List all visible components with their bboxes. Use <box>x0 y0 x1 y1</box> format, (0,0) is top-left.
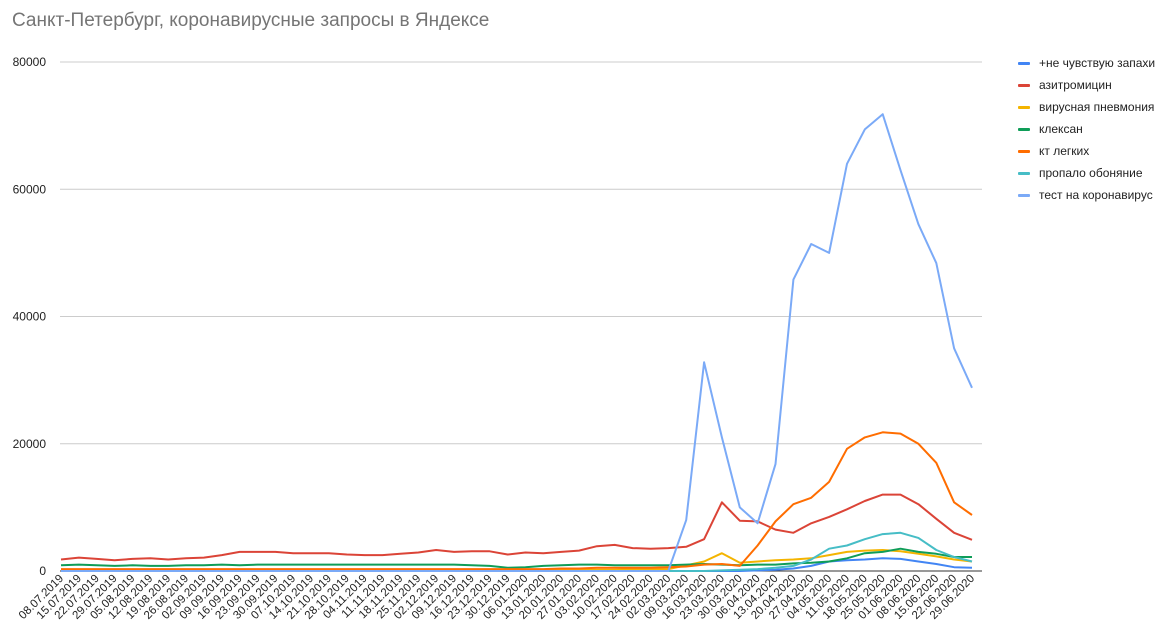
x-axis-ticks: 08.07.201915.07.201922.07.201929.07.2019… <box>17 573 977 622</box>
legend-item: вирусная пневмония <box>1018 96 1155 118</box>
legend-label: пропало обоняние <box>1039 166 1143 180</box>
series-line-4 <box>61 431 973 571</box>
legend-item: пропало обоняние <box>1018 162 1155 184</box>
legend-item: +не чувствую запахи <box>1018 52 1155 74</box>
y-tick-label: 60000 <box>13 182 47 196</box>
legend-label: азитромицин <box>1039 78 1112 92</box>
y-tick-label: 20000 <box>13 437 47 451</box>
grid-lines <box>60 61 982 572</box>
legend-item: тест на коронавирус <box>1018 184 1155 206</box>
series-lines <box>60 113 973 572</box>
legend-label: кт легких <box>1039 144 1090 158</box>
legend-label: тест на коронавирус <box>1039 188 1153 202</box>
legend-swatch <box>1018 83 1030 87</box>
legend-label: +не чувствую запахи <box>1039 56 1156 70</box>
legend: +не чувствую запахи азитромицин вирусная п… <box>1018 52 1155 206</box>
chart-title: Санкт-Петербург, коронавирусные запросы … <box>12 10 490 31</box>
series-line-3 <box>60 547 972 569</box>
legend-swatch <box>1018 193 1030 197</box>
series-line-6 <box>61 113 973 572</box>
y-tick-label: 80000 <box>13 55 47 69</box>
y-tick-label: 0 <box>39 564 46 578</box>
legend-swatch <box>1018 61 1030 65</box>
legend-swatch <box>1018 105 1030 109</box>
legend-swatch <box>1018 171 1030 175</box>
legend-item: азитромицин <box>1018 74 1155 96</box>
legend-label: вирусная пневмония <box>1039 100 1155 114</box>
legend-item: кт легких <box>1018 140 1155 162</box>
legend-swatch <box>1018 127 1030 131</box>
y-tick-label: 40000 <box>13 310 47 324</box>
legend-label: клексан <box>1039 122 1083 136</box>
series-line-1 <box>60 493 973 562</box>
legend-item: клексан <box>1018 118 1155 140</box>
legend-swatch <box>1018 149 1030 153</box>
y-axis-ticks: 0 20000 40000 60000 80000 <box>13 55 47 578</box>
